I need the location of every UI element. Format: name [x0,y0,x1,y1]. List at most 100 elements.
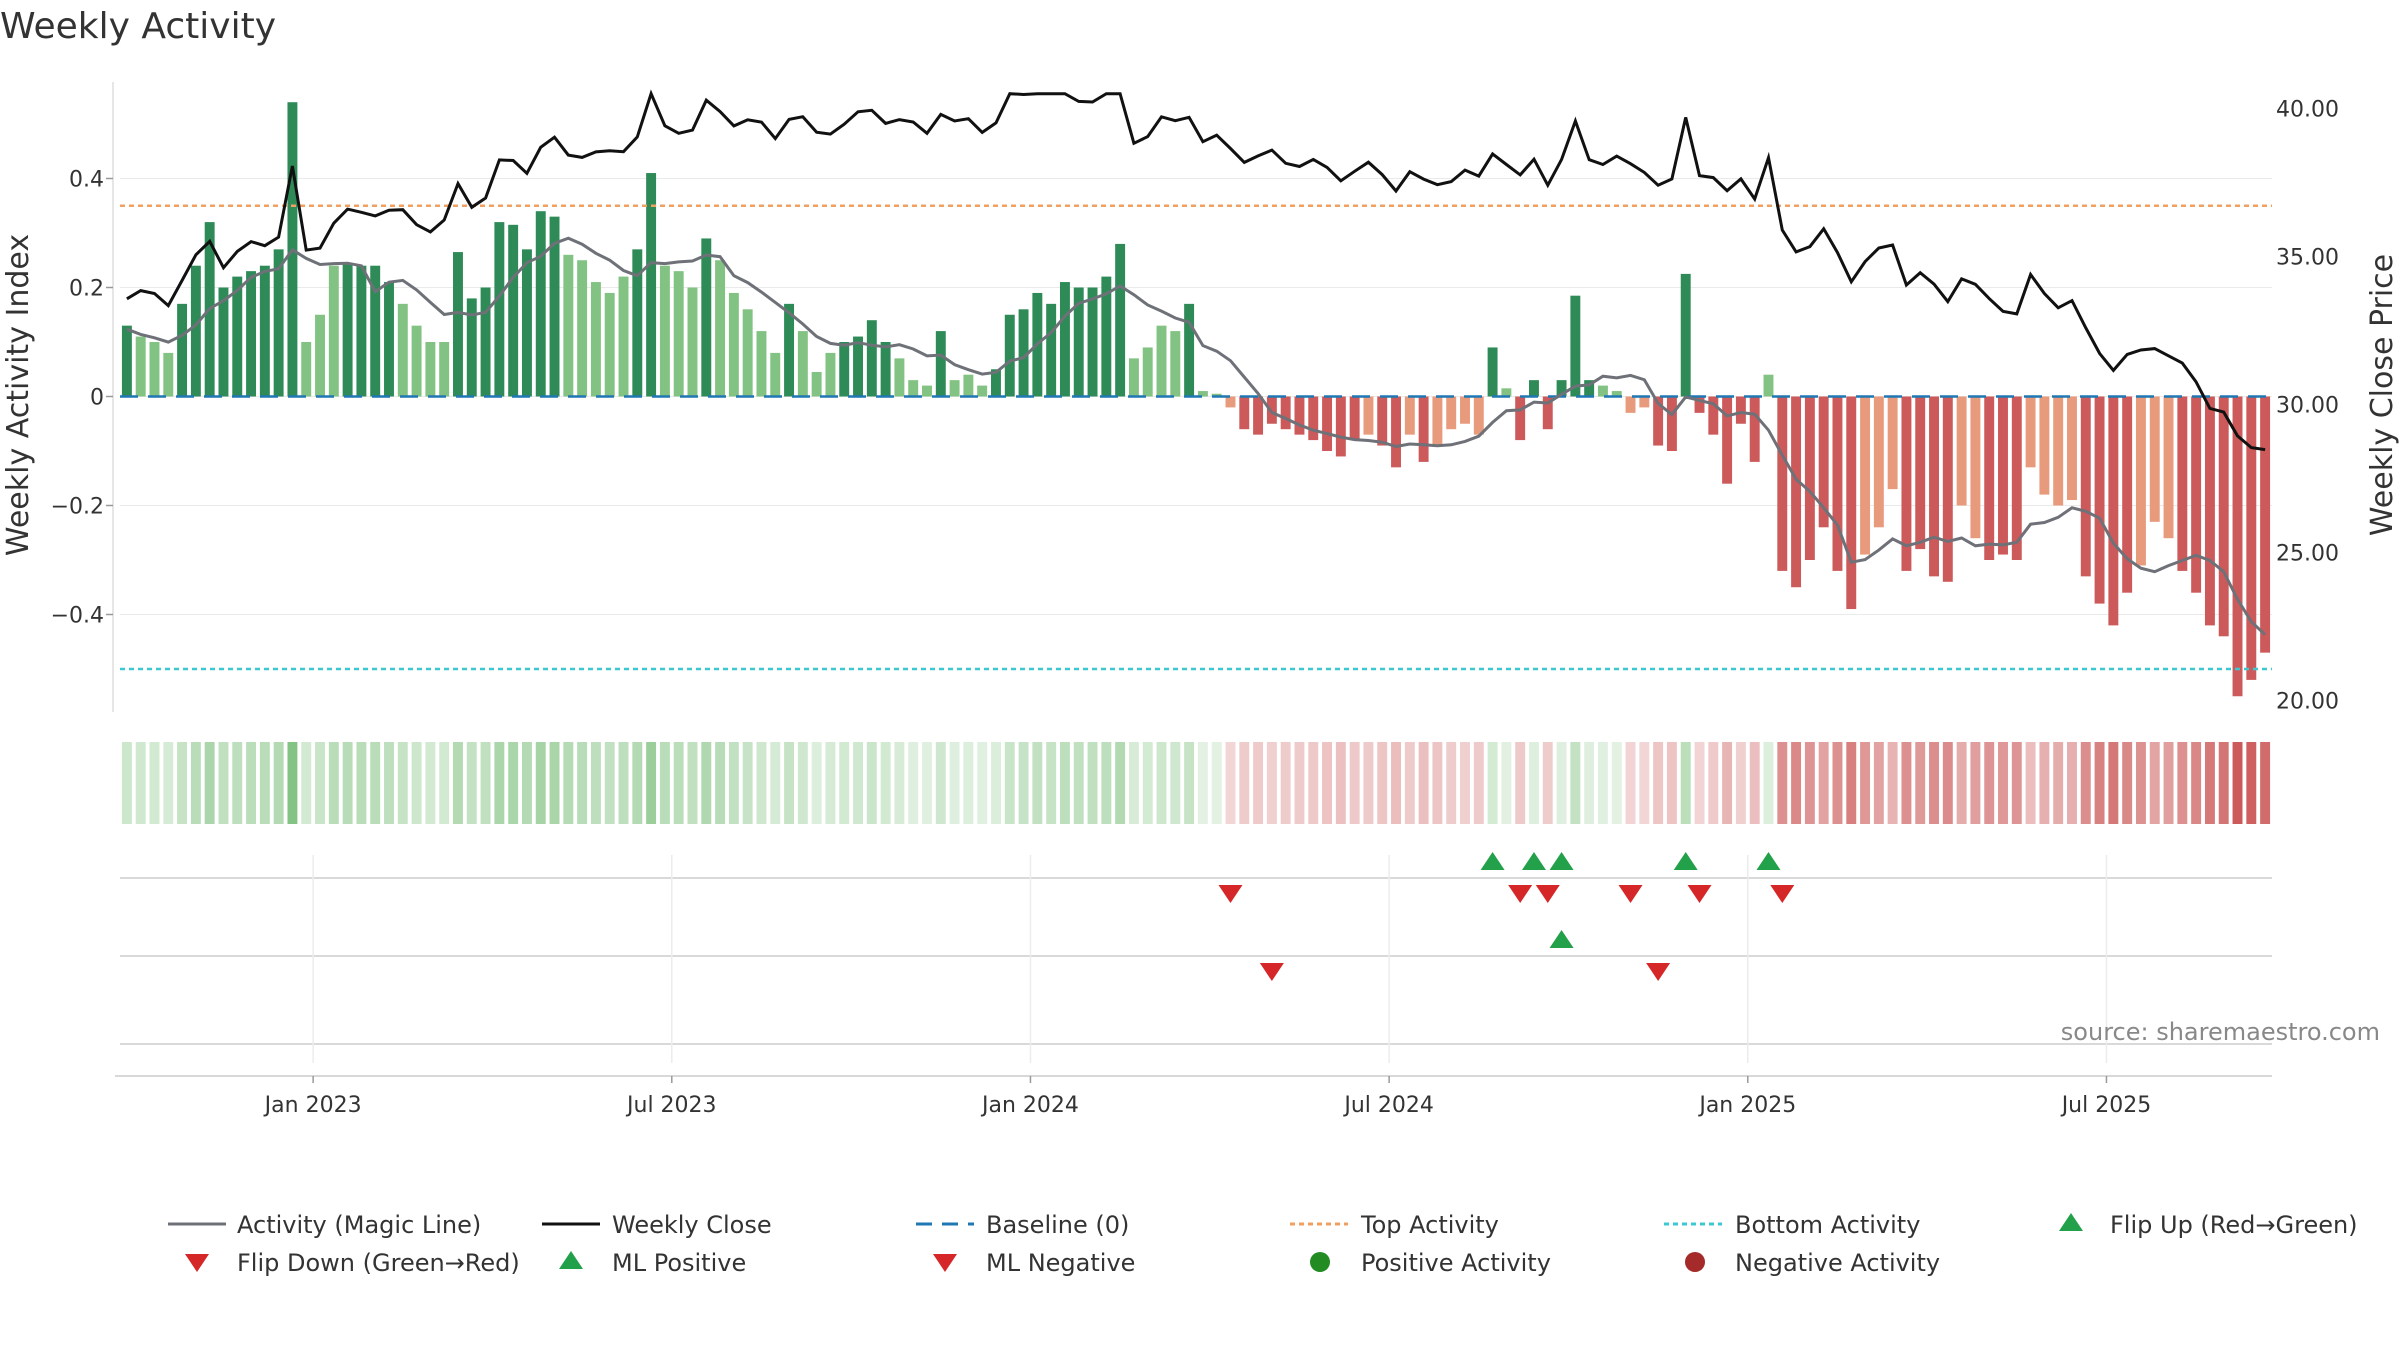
activity-bar [1680,273,1691,397]
flip-up-marker [1521,852,1546,870]
flip-up-marker [1480,852,1505,870]
heat-strip-cell [1032,742,1043,824]
heat-strip-cell [1777,742,1788,824]
heat-strip-cell [1501,742,1512,824]
right-tick-label: 20.00 [2276,690,2339,715]
activity-bar [825,352,836,397]
heat-strip-cell [1873,742,1884,824]
activity-bar [508,224,519,397]
heat-strip-cell [2218,742,2229,824]
legend-baseline: Baseline (0) [916,1211,1129,1239]
heat-strip-cell [397,742,408,824]
heat-strip-cell [1280,742,1291,824]
activity-bar [1156,325,1167,397]
activity-bar [1929,396,1939,577]
heat-strip-cell [1073,742,1084,824]
activity-bar [494,222,505,397]
legend-bottom-activity: Bottom Activity [1664,1211,1920,1239]
chart-title: Weekly Activity [0,6,276,47]
heat-strip-cell [232,742,243,824]
negative-dot-icon [1685,1252,1705,1272]
activity-bar [342,262,353,397]
activity-bar [1404,396,1415,435]
activity-bar [1280,396,1291,430]
heat-strip-cell [549,742,560,824]
heat-strip-cell [2177,742,2188,824]
activity-bar [1970,396,1981,539]
heat-strip-cell [1556,742,1567,824]
legend-ml-negative-label: ML Negative [986,1249,1135,1277]
heat-strip-cell [2260,742,2271,824]
legend-positive-activity: Positive Activity [1310,1249,1551,1277]
heat-strip-cell [121,742,132,824]
activity-bar [1322,396,1333,451]
activity-bar [604,292,615,397]
heat-strip-cell [1473,742,1484,824]
right-tick-label: 25.00 [2276,542,2339,567]
date-tick-label: Jul 2025 [2060,1093,2152,1118]
heat-strip-cell [1046,742,1057,824]
activity-bar [839,342,850,397]
activity-bar [1142,347,1153,397]
activity-bar [466,298,477,397]
activity-bar [232,276,243,397]
heat-strip-cell [1529,742,1539,824]
activity-bar [1446,396,1457,430]
heat-strip-cell [1142,742,1153,824]
heat-strip-cell [356,742,367,824]
activity-bar [1101,276,1112,397]
heat-strip-cell [1887,742,1898,824]
activity-bar [1004,314,1015,397]
activity-bar [425,342,436,397]
activity-bar [1722,396,1733,484]
heat-strip-cell [2163,742,2174,824]
activity-bar [2094,396,2105,604]
heat-strip-cell [1018,742,1029,824]
legend-flip-up: Flip Up (Red→Green) [2059,1211,2358,1239]
activity-bar [2067,396,2077,501]
activity-bar [1018,309,1029,397]
heat-strip-cell [811,742,822,824]
legend-baseline-label: Baseline (0) [986,1211,1129,1239]
activity-bar [1694,396,1705,413]
heat-strip-cell [866,742,877,824]
legend-ml-positive: ML Positive [559,1249,746,1277]
activity-bar [963,374,974,397]
legend-positive-activity-label: Positive Activity [1361,1249,1551,1277]
heat-strip-cell [190,742,201,824]
heat-strip-cell [1322,742,1333,824]
heat-strip-cell [425,742,436,824]
heat-strip-cell [301,742,312,824]
flip-up-marker [1673,852,1698,870]
activity-bar [646,173,657,397]
legend-flip-down-label: Flip Down (Green→Red) [237,1249,520,1277]
heat-strip-cell [894,742,905,824]
activity-bar [1804,396,1815,560]
activity-bar [1432,396,1443,446]
activity-bar [2232,396,2243,697]
heat-strip-cell [1170,742,1181,824]
heat-strip-cell [728,742,739,824]
heat-strip-cell [2122,742,2133,824]
activity-bar [1391,396,1401,468]
flip-up-marker [1549,852,1574,870]
heat-strip-cell [1984,742,1995,824]
heat-strip-cell [673,742,684,824]
activity-bar [1542,396,1553,430]
activity-bar [2025,396,2036,468]
heat-strip-cell [411,742,422,824]
activity-bar [687,287,698,397]
heat-strip-cell [922,742,932,824]
activity-bar [370,265,381,397]
heat-strip-cell [1625,742,1636,824]
activity-bar [1046,303,1057,397]
heat-strip-cell [1846,742,1857,824]
heat-strip-cell [908,742,919,824]
activity-bar [1984,396,1995,560]
activity-bar [1597,385,1608,397]
heat-strip-cell [135,742,146,824]
activity-bar [1998,396,2008,555]
activity-bar [632,249,643,397]
activity-bar [756,331,767,397]
